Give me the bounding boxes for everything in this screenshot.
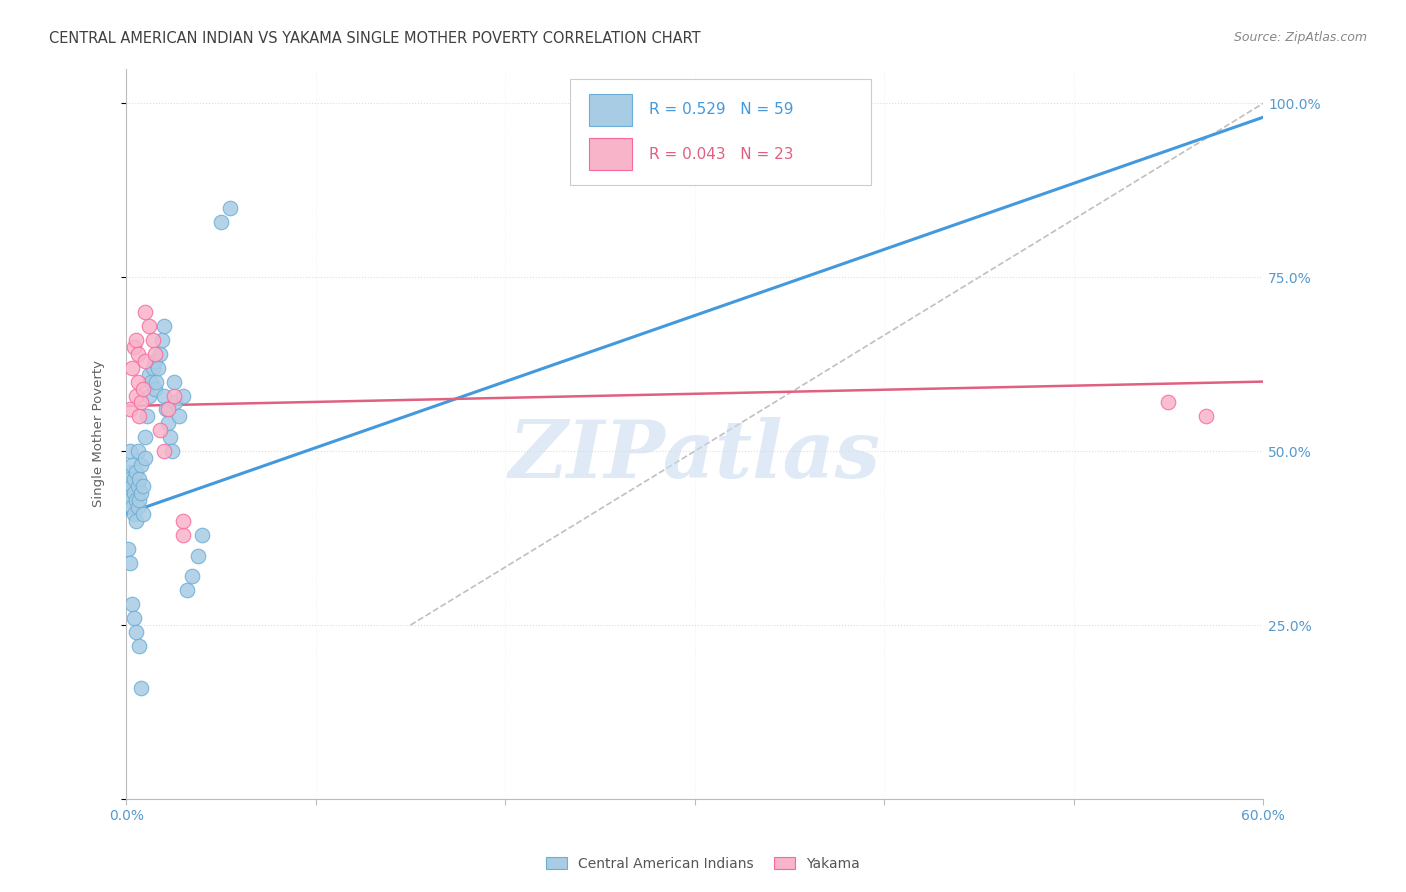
Point [127,444,149,458]
Point [136,409,159,424]
Point [121,479,143,493]
Text: R = 0.043   N = 23: R = 0.043 N = 23 [650,146,794,161]
Point [138,388,160,402]
Point [138,368,160,382]
Text: Source: ZipAtlas.com: Source: ZipAtlas.com [1233,31,1367,45]
Point [219,201,242,215]
Point [118,402,141,417]
Point [139,375,162,389]
Point [159,430,181,444]
Point [128,409,150,424]
Text: ZIPatlas: ZIPatlas [509,417,880,494]
Point [117,541,139,556]
Point [187,549,209,563]
Point [118,444,141,458]
Point [127,500,149,514]
Point [172,527,194,541]
Text: CENTRAL AMERICAN INDIAN VS YAKAMA SINGLE MOTHER POVERTY CORRELATION CHART: CENTRAL AMERICAN INDIAN VS YAKAMA SINGLE… [49,31,700,46]
Point [117,465,139,479]
FancyBboxPatch shape [569,79,870,186]
Point [131,486,153,500]
Point [1195,409,1218,424]
Point [145,375,167,389]
Point [117,486,139,500]
Point [1157,395,1180,409]
Point [122,507,145,521]
Point [143,347,166,361]
Point [121,500,143,514]
Point [132,479,155,493]
Point [134,305,156,319]
Point [121,597,143,611]
Point [131,681,153,695]
Y-axis label: Single Mother Poverty: Single Mother Poverty [93,360,105,508]
Point [134,353,156,368]
Point [131,458,153,472]
Point [124,388,146,402]
Point [122,486,145,500]
Point [142,360,165,375]
Point [138,318,160,333]
Point [156,417,179,431]
Point [167,409,190,424]
Point [149,423,172,437]
Point [134,451,156,466]
Point [128,492,150,507]
Point [122,340,145,354]
Point [165,395,187,409]
Point [124,625,146,640]
Point [162,375,184,389]
Point [122,472,145,486]
Point [172,388,194,402]
Point [181,569,204,583]
Point [128,472,150,486]
Point [191,527,214,541]
FancyBboxPatch shape [589,138,633,169]
Point [142,333,165,347]
Point [134,430,156,444]
Point [124,514,146,528]
Point [118,492,141,507]
Point [124,465,146,479]
Point [131,395,153,409]
Point [149,347,172,361]
Point [153,444,176,458]
Point [176,583,198,598]
Point [162,388,184,402]
Point [127,375,149,389]
Point [121,360,143,375]
Legend: Central American Indians, Yakama: Central American Indians, Yakama [540,851,866,876]
FancyBboxPatch shape [589,94,633,126]
Point [124,492,146,507]
Point [127,347,149,361]
Point [124,333,146,347]
Point [132,382,155,396]
Point [150,333,173,347]
Point [128,639,150,653]
Point [143,353,166,368]
Point [121,458,143,472]
Point [153,318,176,333]
Point [160,444,183,458]
Point [155,402,177,417]
Point [148,360,170,375]
Point [118,556,141,570]
Point [143,382,166,396]
Point [122,611,145,625]
Point [156,402,179,417]
Point [172,514,194,528]
Text: R = 0.529   N = 59: R = 0.529 N = 59 [650,103,794,117]
Point [209,214,232,228]
Point [132,507,155,521]
Point [153,388,176,402]
Point [127,479,149,493]
Point [118,472,141,486]
